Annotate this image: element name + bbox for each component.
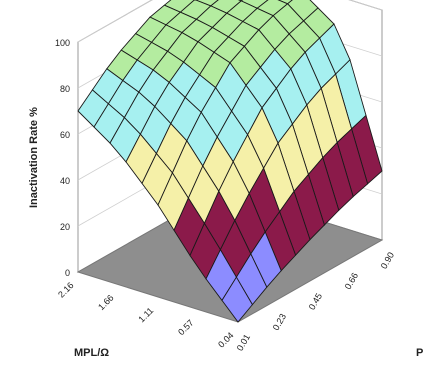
- surface-mesh: [77, 0, 383, 323]
- y-tick-label: 0.66: [343, 271, 360, 291]
- x-tick-label: 1.11: [136, 305, 155, 324]
- z-tick-label: 60: [60, 130, 70, 140]
- x-axis-label: MPL/Ω: [74, 347, 109, 359]
- y-tick-label: 0.90: [379, 250, 396, 270]
- x-tick-label: 0.04: [216, 330, 235, 349]
- x-tick-label: 1.66: [96, 293, 115, 312]
- z-gridline: [77, 0, 383, 43]
- y-tick-label: 0.01: [235, 332, 252, 352]
- z-tick-label: 40: [60, 176, 70, 186]
- y-tick-label: 0.23: [271, 312, 288, 332]
- z-tick-label: 0: [65, 268, 70, 278]
- x-tick-label: 0.57: [176, 318, 195, 337]
- z-tick-label: 100: [55, 38, 70, 48]
- z-tick-label: 20: [60, 222, 70, 232]
- z-tick-label: 80: [60, 84, 70, 94]
- y-axis-label: P: [416, 347, 423, 359]
- y-tick-label: 0.45: [307, 291, 324, 311]
- surface-patch: [221, 276, 253, 323]
- z-axis-label: Inactivation Rate %: [28, 107, 40, 208]
- x-tick-label: 2.16: [56, 280, 75, 299]
